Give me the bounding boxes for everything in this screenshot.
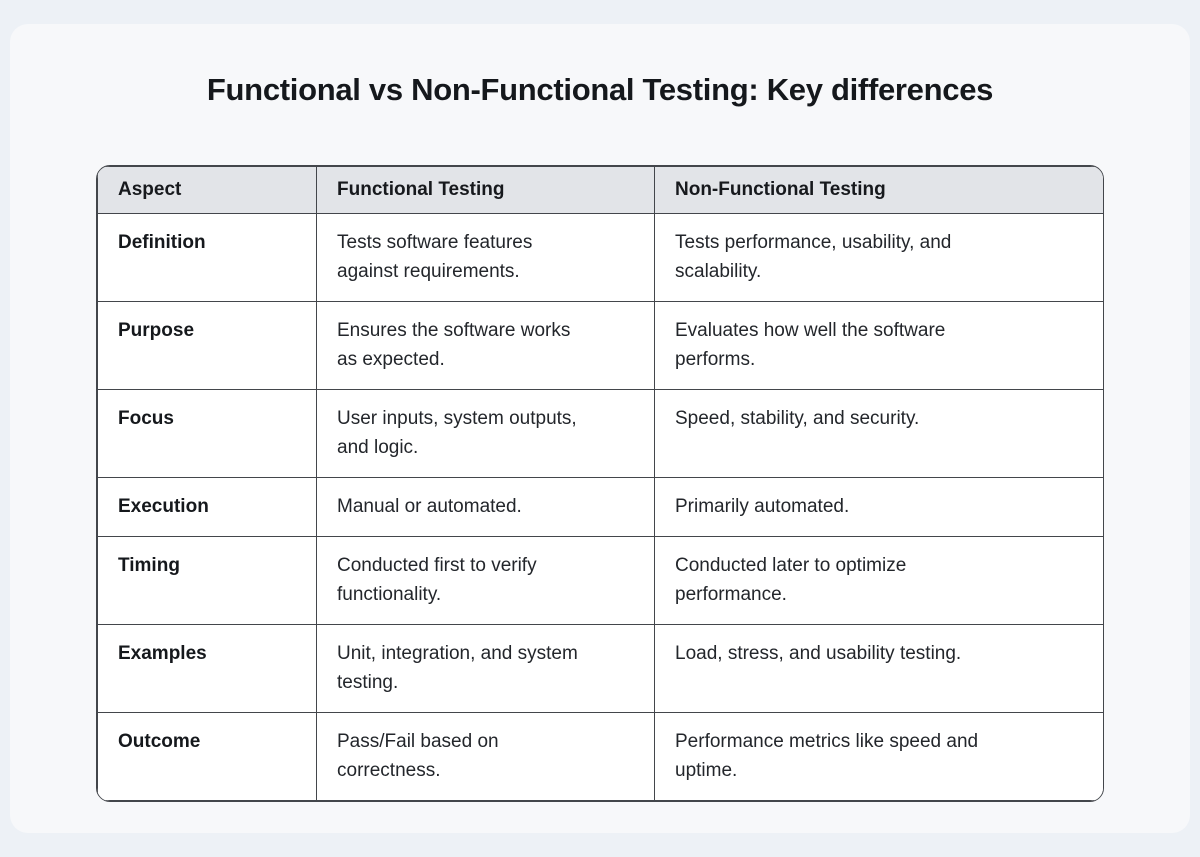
non-functional-cell: Conducted later to optimize performance.	[654, 536, 1103, 625]
comparison-table-container: Aspect Functional Testing Non-Functional…	[96, 165, 1104, 802]
table-header: Aspect Functional Testing Non-Functional…	[97, 166, 1103, 214]
functional-cell: Tests software features against requirem…	[316, 213, 655, 302]
column-header-aspect: Aspect	[97, 166, 317, 214]
functional-cell: Conducted first to verify functionality.	[316, 536, 655, 625]
table-row-timing: Timing Conducted first to verify functio…	[97, 536, 1103, 625]
table-row-execution: Execution Manual or automated. Primarily…	[97, 477, 1103, 537]
non-functional-cell: Evaluates how well the software performs…	[654, 301, 1103, 390]
aspect-cell: Outcome	[97, 712, 317, 801]
non-functional-cell: Load, stress, and usability testing.	[654, 624, 1103, 713]
header-row: Aspect Functional Testing Non-Functional…	[97, 166, 1103, 214]
non-functional-cell: Speed, stability, and security.	[654, 389, 1103, 478]
aspect-cell: Timing	[97, 536, 317, 625]
aspect-cell: Purpose	[97, 301, 317, 390]
functional-cell: Ensures the software works as expected.	[316, 301, 655, 390]
column-header-functional: Functional Testing	[316, 166, 655, 214]
aspect-cell: Examples	[97, 624, 317, 713]
table-row-purpose: Purpose Ensures the software works as ex…	[97, 301, 1103, 390]
comparison-table: Aspect Functional Testing Non-Functional…	[97, 166, 1103, 801]
page-title: Functional vs Non-Functional Testing: Ke…	[206, 72, 994, 107]
aspect-cell: Focus	[97, 389, 317, 478]
functional-cell: Pass/Fail based on correctness.	[316, 712, 655, 801]
table-row-focus: Focus User inputs, system outputs, and l…	[97, 389, 1103, 478]
functional-cell: User inputs, system outputs, and logic.	[316, 389, 655, 478]
aspect-cell: Execution	[97, 477, 317, 537]
table-row-definition: Definition Tests software features again…	[97, 213, 1103, 302]
non-functional-cell: Performance metrics like speed and uptim…	[654, 712, 1103, 801]
aspect-cell: Definition	[97, 213, 317, 302]
non-functional-cell: Primarily automated.	[654, 477, 1103, 537]
table-row-examples: Examples Unit, integration, and system t…	[97, 624, 1103, 713]
column-header-non-functional: Non-Functional Testing	[654, 166, 1103, 214]
non-functional-cell: Tests performance, usability, and scalab…	[654, 213, 1103, 302]
table-row-outcome: Outcome Pass/Fail based on correctness. …	[97, 712, 1103, 801]
functional-cell: Unit, integration, and system testing.	[316, 624, 655, 713]
functional-cell: Manual or automated.	[316, 477, 655, 537]
table-body: Definition Tests software features again…	[97, 213, 1103, 801]
